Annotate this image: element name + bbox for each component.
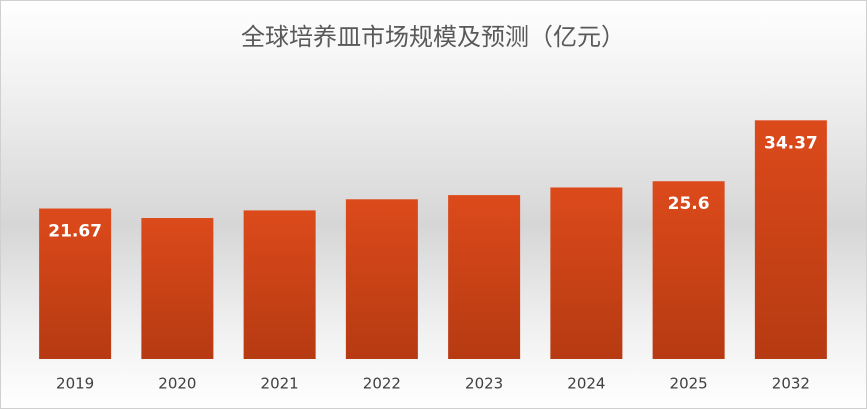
bar: [39, 208, 112, 359]
x-tick-label: 2024: [567, 375, 605, 393]
x-tick-label: 2032: [772, 375, 810, 393]
bar: [652, 181, 725, 359]
x-tick-label: 2023: [465, 375, 503, 393]
x-tick-label: 2020: [158, 375, 196, 393]
bar: [448, 195, 521, 359]
x-tick-label: 2019: [56, 375, 94, 393]
bar: [243, 210, 316, 359]
bar: [550, 187, 623, 359]
x-tick-label: 2021: [261, 375, 299, 393]
data-label: 34.37: [764, 133, 818, 153]
x-tick-label: 2025: [670, 375, 708, 393]
data-label: 25.6: [668, 194, 710, 214]
chart-title: 全球培养皿市场规模及预测（亿元）: [241, 23, 625, 51]
x-tick-label: 2022: [363, 375, 401, 393]
bar: [141, 218, 214, 359]
bar: [345, 199, 418, 359]
data-label: 21.67: [48, 222, 102, 242]
bar: [754, 120, 827, 359]
